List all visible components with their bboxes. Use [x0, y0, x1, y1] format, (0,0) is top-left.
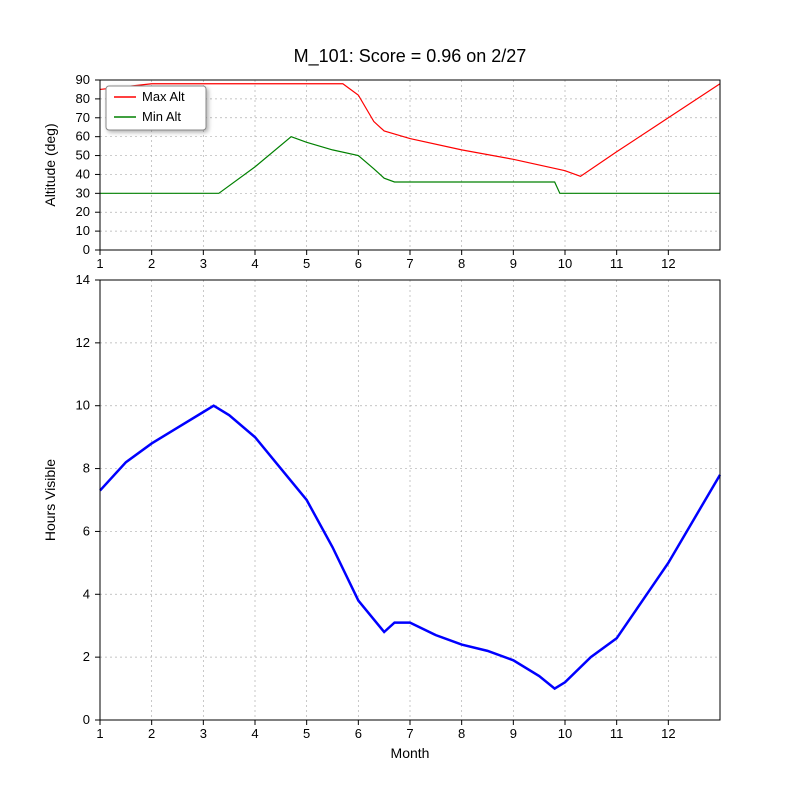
y-tick-label: 12	[76, 335, 90, 350]
x-tick-label: 12	[661, 726, 675, 741]
y-tick-label: 6	[83, 523, 90, 538]
y-tick-label: 20	[76, 204, 90, 219]
x-tick-label: 9	[510, 256, 517, 271]
y-tick-label: 8	[83, 461, 90, 476]
x-tick-label: 9	[510, 726, 517, 741]
x-tick-label: 10	[558, 256, 572, 271]
y-tick-label: 0	[83, 242, 90, 257]
x-tick-label: 7	[406, 726, 413, 741]
figure: M_101: Score = 0.96 on 2/271234567891011…	[0, 0, 800, 800]
y-tick-label: 50	[76, 148, 90, 163]
y-tick-label: 0	[83, 712, 90, 727]
x-tick-label: 11	[610, 256, 624, 271]
x-tick-label: 11	[610, 726, 624, 741]
x-tick-label: 6	[355, 726, 362, 741]
x-tick-label: 4	[251, 256, 258, 271]
y-tick-label: 2	[83, 649, 90, 664]
x-tick-label: 7	[406, 256, 413, 271]
y-tick-label: 10	[76, 398, 90, 413]
x-axis-label: Month	[391, 745, 430, 761]
y-axis-label: Hours Visible	[42, 459, 58, 541]
y-tick-label: 90	[76, 72, 90, 87]
y-tick-label: 80	[76, 91, 90, 106]
y-tick-label: 10	[76, 223, 90, 238]
x-tick-label: 3	[200, 726, 207, 741]
x-tick-label: 8	[458, 256, 465, 271]
x-tick-label: 1	[96, 726, 103, 741]
x-tick-label: 8	[458, 726, 465, 741]
legend-label: Max Alt	[142, 89, 185, 104]
x-tick-label: 5	[303, 726, 310, 741]
x-tick-label: 1	[96, 256, 103, 271]
y-tick-label: 70	[76, 110, 90, 125]
hours-visible-chart: 12345678910111202468101214Hours VisibleM…	[42, 272, 720, 761]
x-tick-label: 2	[148, 726, 155, 741]
x-tick-label: 5	[303, 256, 310, 271]
x-tick-label: 2	[148, 256, 155, 271]
y-tick-label: 30	[76, 185, 90, 200]
y-axis-label: Altitude (deg)	[42, 123, 58, 206]
y-tick-label: 4	[83, 586, 90, 601]
x-tick-label: 12	[661, 256, 675, 271]
y-tick-label: 14	[76, 272, 90, 287]
legend-label: Min Alt	[142, 109, 181, 124]
x-tick-label: 4	[251, 726, 258, 741]
legend: Max Alt Min Alt	[106, 86, 206, 130]
y-tick-label: 40	[76, 166, 90, 181]
x-tick-label: 6	[355, 256, 362, 271]
altitude-chart: 1234567891011120102030405060708090Altitu…	[42, 72, 720, 271]
chart-title: M_101: Score = 0.96 on 2/27	[294, 46, 527, 67]
x-tick-label: 10	[558, 726, 572, 741]
x-tick-label: 3	[200, 256, 207, 271]
y-tick-label: 60	[76, 129, 90, 144]
